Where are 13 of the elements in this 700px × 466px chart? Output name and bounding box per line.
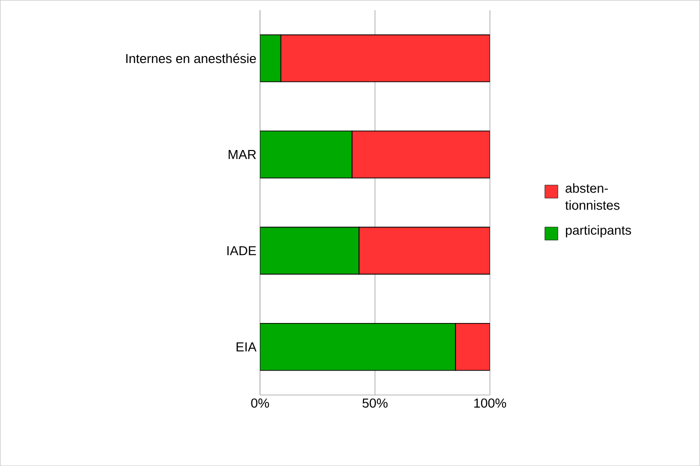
y-tick-label: EIA: [236, 342, 256, 352]
y-tick-label: Internes en anesthésie: [126, 53, 256, 64]
x-tick-label: 100%: [474, 398, 506, 408]
x-tick-label: 0%: [251, 398, 269, 408]
legend-label: participants: [566, 225, 632, 238]
legend-label: absten-tionnistes: [565, 183, 620, 210]
bar: [260, 130, 352, 178]
bar: [260, 322, 456, 371]
bar: [260, 34, 282, 82]
y-tick-label: IADE: [227, 246, 256, 256]
y-tick-label: MAR: [228, 150, 256, 159]
bar: [260, 226, 360, 275]
x-tick-label: 50%: [362, 398, 388, 408]
